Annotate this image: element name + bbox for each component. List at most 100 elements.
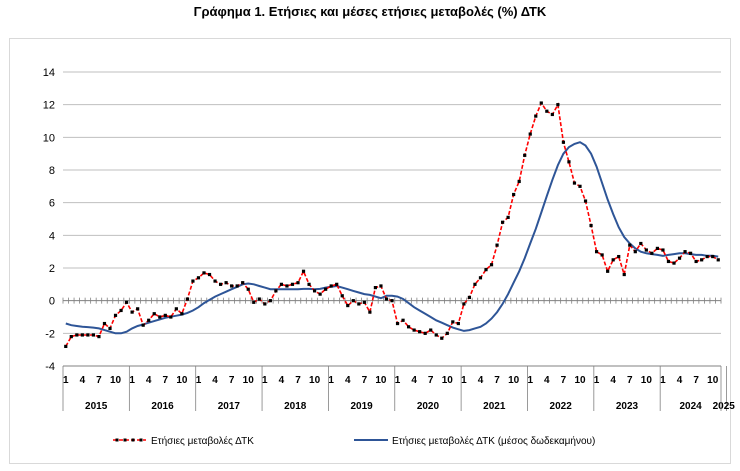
data-point (700, 258, 704, 262)
data-point (644, 248, 648, 252)
y-tick-label: 8 (49, 165, 55, 177)
data-point (213, 279, 217, 283)
data-point (102, 321, 107, 326)
month-label: 4 (478, 375, 484, 386)
data-point (633, 250, 637, 254)
chart-title: Γράφημα 1. Ετήσιες και μέσες ετήσιες μετ… (193, 4, 547, 19)
legend-label-average: Ετήσιες μεταβολές ΔΤΚ (μέσος δωδεκαμήνου… (392, 435, 595, 447)
month-label: 7 (163, 375, 169, 386)
data-point (141, 323, 145, 327)
month-label: 7 (295, 375, 301, 386)
data-point (307, 282, 311, 286)
data-point (252, 300, 256, 304)
month-label: 7 (362, 375, 368, 386)
data-point (550, 112, 554, 117)
data-point (661, 248, 665, 252)
data-point (113, 313, 118, 317)
year-label: 2019 (350, 401, 373, 412)
data-point (218, 282, 223, 286)
data-point (583, 199, 588, 203)
series-line-annual (65, 101, 719, 347)
data-point (241, 281, 245, 285)
month-label: 4 (345, 375, 351, 386)
month-label: 1 (63, 375, 69, 386)
data-point (440, 336, 444, 340)
data-point (80, 333, 84, 337)
data-point (523, 153, 527, 157)
data-point (108, 326, 112, 331)
data-point (169, 315, 173, 319)
data-point (484, 268, 488, 272)
year-label: 2018 (284, 401, 307, 412)
month-label: 10 (243, 375, 255, 386)
data-point (655, 246, 660, 250)
month-label: 7 (428, 375, 434, 386)
data-point (716, 258, 720, 262)
month-label: 7 (693, 375, 699, 386)
legend-marker (123, 438, 127, 442)
data-point (456, 321, 460, 326)
data-point (368, 310, 372, 314)
y-tick-label: -4 (45, 361, 55, 373)
data-point (346, 303, 350, 308)
year-label: 2017 (218, 401, 241, 412)
month-label: 7 (229, 375, 235, 386)
data-point (180, 312, 184, 316)
data-point (324, 287, 328, 291)
year-label: 2022 (550, 401, 573, 412)
data-point (91, 333, 96, 337)
data-point (478, 276, 483, 280)
data-point (290, 282, 295, 286)
data-point (202, 271, 206, 275)
data-point (75, 333, 79, 337)
legend-label-annual: Ετήσιες μεταβολές ΔΤΚ (151, 435, 254, 447)
legend-marker (131, 438, 135, 442)
y-tick-label: 10 (43, 132, 55, 144)
month-label: 4 (544, 375, 550, 386)
data-point (406, 325, 411, 329)
data-point (594, 250, 599, 254)
data-point (600, 253, 604, 257)
year-label: 2016 (151, 401, 174, 412)
month-label: 1 (129, 375, 135, 386)
data-point (279, 282, 284, 286)
data-point (506, 215, 510, 219)
data-point (545, 109, 549, 113)
month-label: 10 (176, 375, 188, 386)
month-label: 10 (309, 375, 321, 386)
data-point (611, 258, 615, 262)
data-point (373, 286, 378, 290)
data-point (335, 282, 339, 286)
data-point (434, 333, 438, 337)
month-label: 7 (96, 375, 102, 386)
data-point (263, 302, 267, 306)
data-point (539, 101, 543, 105)
data-point (572, 181, 577, 185)
month-label: 4 (610, 375, 616, 386)
y-tick-label: 6 (49, 198, 55, 210)
month-label: 10 (641, 375, 653, 386)
data-point (672, 261, 676, 265)
data-point (622, 272, 626, 277)
data-point (473, 282, 477, 286)
data-point (429, 328, 433, 332)
data-point (500, 220, 505, 224)
year-label: 2020 (417, 401, 440, 412)
month-label: 4 (80, 375, 86, 386)
y-tick-label: 12 (43, 100, 55, 112)
data-point (357, 302, 361, 306)
data-point (401, 318, 405, 322)
data-point (174, 307, 178, 311)
month-label: 1 (461, 375, 467, 386)
month-label: 4 (677, 375, 683, 386)
data-point (412, 328, 416, 332)
data-point (390, 299, 394, 303)
data-point (124, 300, 129, 304)
data-point (418, 330, 422, 334)
y-tick-label: 2 (49, 263, 55, 275)
data-point (489, 263, 494, 267)
data-point (351, 299, 355, 303)
month-label: 10 (375, 375, 387, 386)
y-tick-label: 4 (49, 230, 55, 242)
